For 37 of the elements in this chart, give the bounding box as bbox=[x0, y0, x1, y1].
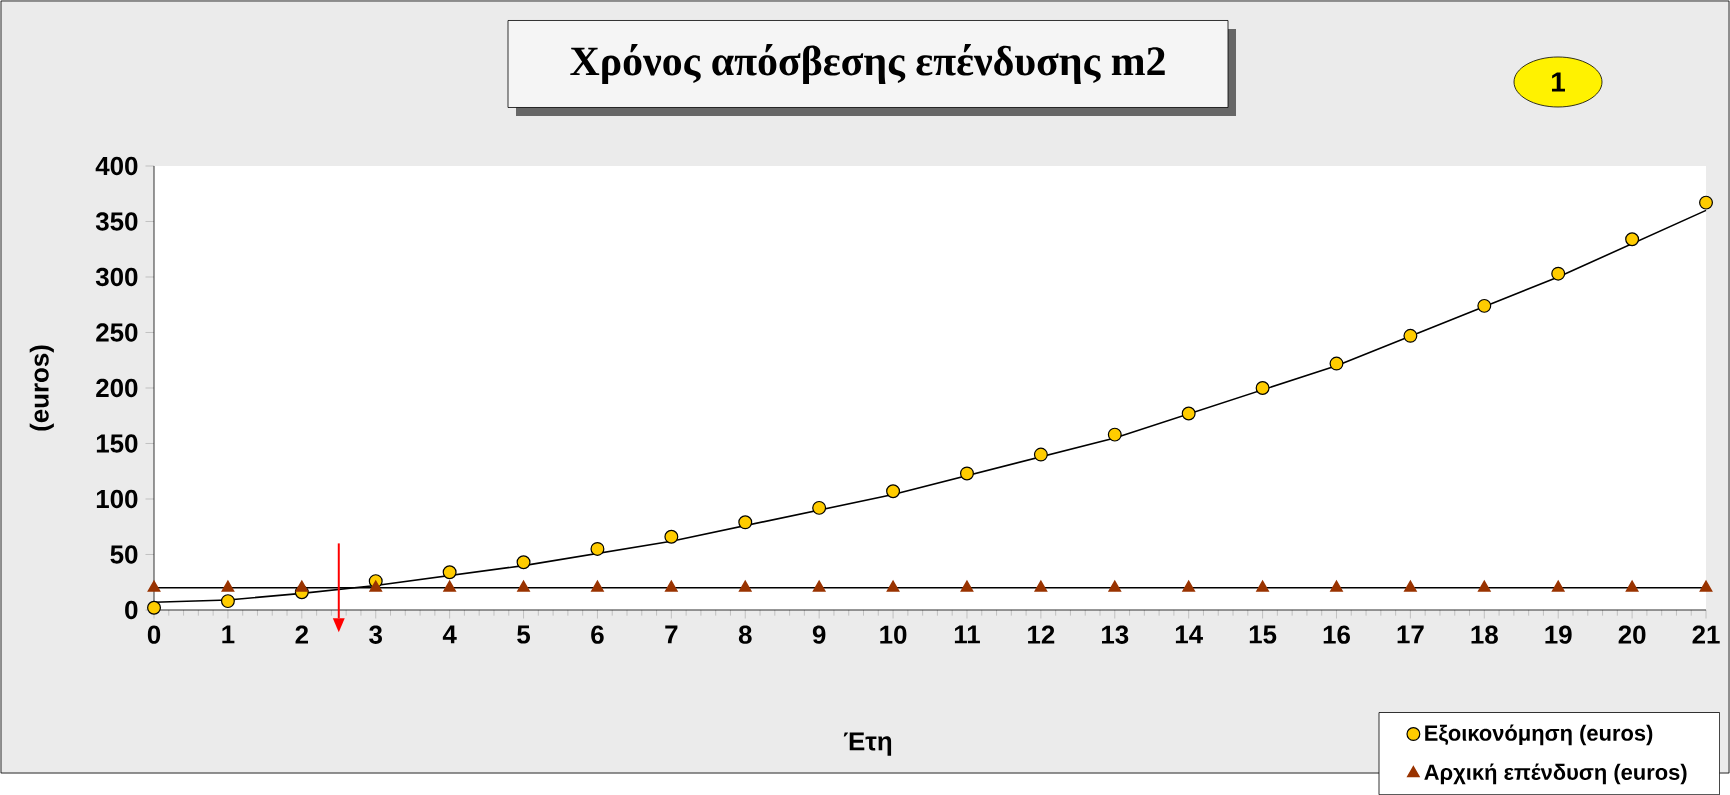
x-tick-label: 13 bbox=[1102, 625, 1129, 644]
x-tick-label: 4 bbox=[442, 625, 457, 644]
x-tick-label: 11 bbox=[954, 625, 980, 644]
legend-label: Εξοικονόμηση (euros) bbox=[1425, 724, 1653, 746]
x-tick-label: 9 bbox=[812, 625, 826, 644]
x-tick-label: 14 bbox=[1175, 625, 1203, 644]
x-tick-label: 8 bbox=[738, 625, 752, 644]
x-tick-label: 19 bbox=[1545, 625, 1572, 644]
x-tick-label: 3 bbox=[369, 625, 382, 644]
x-tick-label: 18 bbox=[1471, 625, 1498, 644]
x-tick-label: 10 bbox=[880, 625, 907, 644]
x-tick-label: 6 bbox=[591, 625, 604, 644]
x-tick-label: 21 bbox=[1692, 625, 1720, 644]
x-tick-label: 17 bbox=[1397, 625, 1424, 644]
y-tick-label: 350 bbox=[95, 212, 138, 231]
y-tick-label: 100 bbox=[96, 489, 138, 509]
y-tick-label: 400 bbox=[95, 156, 138, 176]
x-tick-label: 12 bbox=[1028, 625, 1055, 644]
x-tick-label: 0 bbox=[147, 625, 161, 644]
x-tick-label: 1 bbox=[222, 625, 235, 644]
y-tick-label: 300 bbox=[95, 267, 138, 287]
x-tick-label: 5 bbox=[517, 625, 531, 644]
x-tick-label: 2 bbox=[295, 625, 308, 644]
y-tick-label: 0 bbox=[125, 600, 138, 620]
text: 1 bbox=[1552, 72, 1565, 92]
y-tick-label: 200 bbox=[96, 378, 138, 398]
y-tick-label: 250 bbox=[96, 323, 138, 342]
chart-title: Χρόνος απόσβεσης επένδυσης m2 bbox=[570, 43, 1165, 84]
y-axis-title: (euros) bbox=[29, 345, 54, 431]
x-tick-label: 16 bbox=[1323, 625, 1350, 644]
y-tick-label: 150 bbox=[96, 434, 138, 453]
legend-label: Αρχική επένδυση (euros) bbox=[1424, 763, 1687, 785]
x-tick-label: 20 bbox=[1618, 625, 1646, 644]
y-tick-label: 50 bbox=[110, 545, 138, 564]
x-axis-title: Έτη bbox=[843, 732, 892, 756]
x-tick-label: 7 bbox=[665, 625, 678, 644]
x-tick-label: 15 bbox=[1249, 625, 1277, 644]
